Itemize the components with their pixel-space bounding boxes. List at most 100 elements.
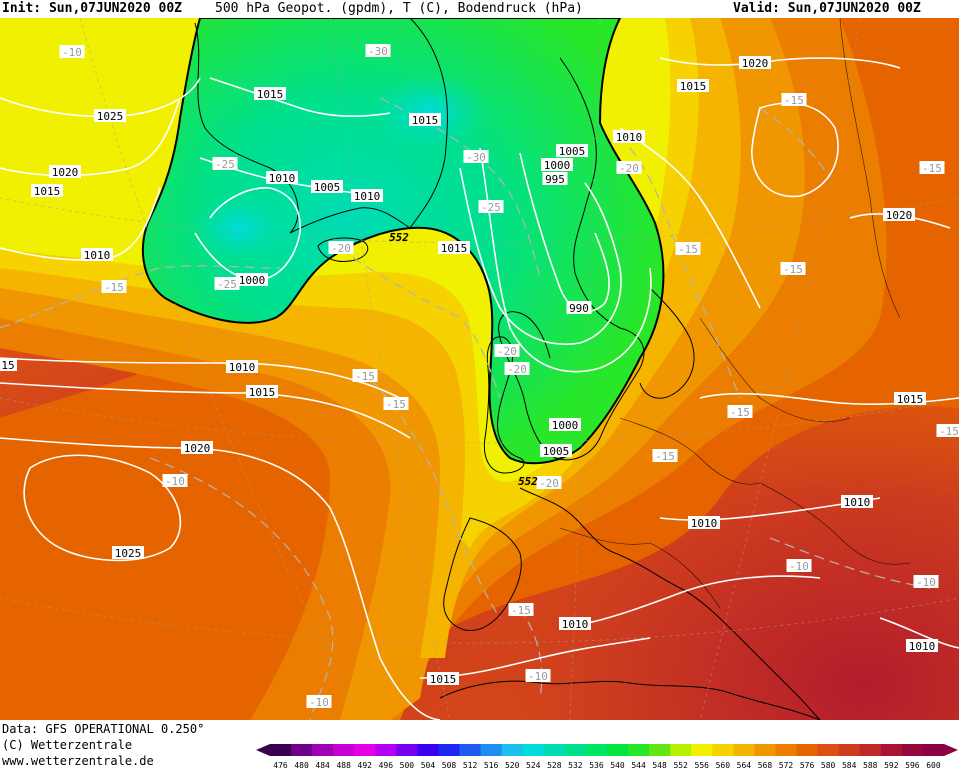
temperature-label: -15 [782, 93, 807, 107]
pressure-label: 1020 [49, 165, 81, 179]
pressure-label: 995 [543, 172, 568, 186]
temperature-label-text: -15 [678, 243, 698, 256]
temperature-label: -20 [537, 476, 562, 490]
init-time: Init: Sun,07JUN2020 00Z [2, 0, 182, 18]
pressure-label-text: 1010 [691, 517, 718, 530]
legend-tick-label: 504 [421, 761, 436, 770]
pressure-label-text: 990 [569, 302, 589, 315]
pressure-label-text: 1015 [249, 386, 276, 399]
legend-swatch [460, 744, 482, 756]
pressure-label: 1000 [541, 158, 573, 172]
legend-tick-label: 508 [442, 761, 457, 770]
legend-swatch [818, 744, 840, 756]
pressure-label-text: 1015 [34, 185, 61, 198]
legend-tick-label: 536 [589, 761, 604, 770]
legend-swatch [481, 744, 503, 756]
pressure-label: 1020 [883, 208, 915, 222]
pressure-label: 1015 [427, 672, 459, 686]
pressure-label-text: 1000 [552, 419, 579, 432]
temperature-label: -30 [464, 150, 489, 164]
temperature-label-text: -20 [497, 345, 517, 358]
pressure-label: 1010 [841, 495, 873, 509]
temperature-label-text: -15 [655, 450, 675, 463]
temperature-label-text: -30 [368, 45, 388, 58]
temperature-label-text: -10 [309, 696, 329, 709]
legend-swatch [354, 744, 376, 756]
legend-swatch [523, 744, 545, 756]
legend-swatch [923, 744, 945, 756]
low-center-west [192, 194, 288, 262]
pressure-label-text: 1020 [742, 57, 769, 70]
pressure-label: 990 [567, 301, 592, 315]
temperature-label-text: -15 [386, 398, 406, 411]
temperature-label-text: -20 [331, 242, 351, 255]
temperature-label: -10 [526, 669, 551, 683]
pressure-label-text: 1010 [84, 249, 111, 262]
legend-swatch [712, 744, 734, 756]
temperature-label: -15 [353, 369, 378, 383]
legend-swatch [754, 744, 776, 756]
pressure-label: 1010 [906, 639, 938, 653]
legend-swatch [544, 744, 566, 756]
legend-swatch [881, 744, 903, 756]
map-header: Init: Sun,07JUN2020 00Z 500 hPa Geopot. … [0, 0, 959, 18]
temperature-label-text: -15 [784, 94, 804, 107]
legend-swatch [502, 744, 524, 756]
legend-swatch [312, 744, 334, 756]
pressure-label-text: 1005 [314, 181, 341, 194]
legend-swatch [733, 744, 755, 756]
legend-swatch [439, 744, 461, 756]
pressure-label-text: 1010 [616, 131, 643, 144]
legend-tick-label: 476 [273, 761, 288, 770]
legend-tick-label: 532 [568, 761, 583, 770]
pressure-label: 1010 [226, 360, 258, 374]
temperature-label-text: -10 [165, 475, 185, 488]
pressure-label: 1015 [246, 385, 278, 399]
legend-swatch [375, 744, 397, 756]
geopotential-label: 552 [387, 230, 412, 244]
pressure-label-text: 1005 [543, 445, 570, 458]
legend-tick-label: 500 [400, 761, 415, 770]
pressure-label-text: 1010 [269, 172, 296, 185]
temperature-label-text: -15 [355, 370, 375, 383]
legend-tick-label: 480 [294, 761, 309, 770]
legend-swatch [691, 744, 713, 756]
pressure-label: 1000 [236, 273, 268, 287]
pressure-label: 15 [0, 358, 17, 372]
geopotential-label-text: 552 [389, 231, 409, 244]
temperature-label: -20 [495, 344, 520, 358]
temperature-label-text: -15 [730, 406, 750, 419]
legend-swatch [797, 744, 819, 756]
legend-tick-label: 580 [821, 761, 836, 770]
legend-tick-label: 572 [779, 761, 794, 770]
pressure-label: 1010 [613, 130, 645, 144]
legend-swatch [270, 744, 292, 756]
pressure-label: 1005 [311, 180, 343, 194]
pressure-label: 1015 [409, 113, 441, 127]
temperature-label: -10 [914, 575, 939, 589]
temperature-label-text: -15 [783, 263, 803, 276]
temperature-label: -20 [329, 241, 354, 255]
pressure-label: 1010 [559, 617, 591, 631]
pressure-label: 1020 [739, 56, 771, 70]
legend-tick-label: 516 [484, 761, 499, 770]
temperature-label: -10 [60, 45, 85, 59]
temperature-label: -25 [215, 277, 240, 291]
legend-tick-label: 544 [631, 761, 646, 770]
temperature-label: -15 [781, 262, 806, 276]
temperature-label: -15 [102, 280, 127, 294]
legend-tick-label: 552 [673, 761, 688, 770]
pressure-label-text: 15 [1, 359, 14, 372]
weather-map-canvas: 1025 1020 1015 1010 1015 1010 1005 1010 1000 1015… [0, 18, 959, 720]
temperature-label: -10 [163, 474, 188, 488]
legend-tick-label: 492 [358, 761, 373, 770]
pressure-label-text: 1010 [562, 618, 589, 631]
legend-tick-label: 592 [884, 761, 899, 770]
pressure-label-text: 1025 [115, 547, 142, 560]
temperature-label: -15 [676, 242, 701, 256]
legend-tick-label: 588 [863, 761, 878, 770]
pressure-label-text: 1010 [909, 640, 936, 653]
temperature-label: -25 [479, 200, 504, 214]
